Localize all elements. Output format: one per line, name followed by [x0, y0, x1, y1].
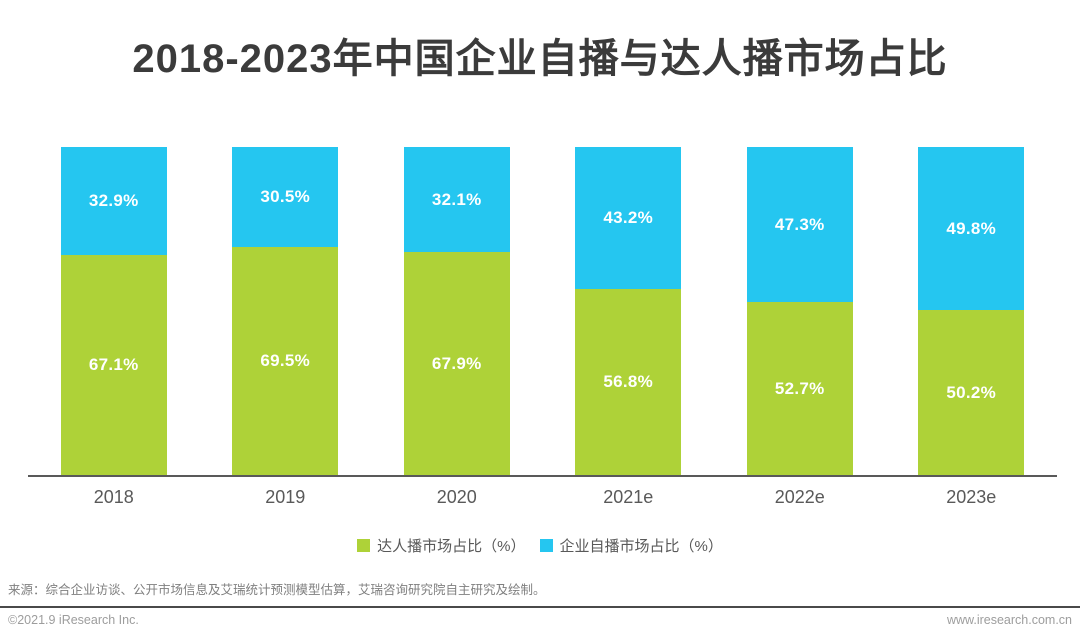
x-axis-label-2021e: 2021e: [603, 487, 654, 507]
stacked-bar-2021e: 43.2% 56.8%: [575, 147, 682, 475]
bar-slot-2021e: 43.2% 56.8%: [543, 147, 715, 475]
copyright-text: ©2021.9 iResearch Inc.: [8, 613, 139, 627]
plot-area: 32.9% 67.1% 30.5% 69.5% 32.1% 67.9% 43.2% 56.8%…: [28, 147, 1057, 477]
website-link[interactable]: www.iresearch.com.cn: [946, 613, 1072, 627]
segment-kol-2020: 67.9%: [403, 252, 510, 475]
segment-kol-2021e: 56.8%: [575, 288, 682, 475]
segment-kol-2018: 67.1%: [60, 254, 167, 475]
data-label-enterprise-2020: 32.1%: [431, 189, 482, 209]
segment-enterprise-2022e: 47.3%: [746, 147, 853, 303]
footer-divider: [0, 606, 1080, 608]
bar-slot-2023e: 49.8% 50.2%: [886, 147, 1058, 475]
x-axis-label-2022e: 2022e: [774, 487, 825, 507]
data-label-kol-2019: 69.5%: [260, 351, 311, 370]
bars-row: 32.9% 67.1% 30.5% 69.5% 32.1% 67.9% 43.2% 56.8%…: [28, 147, 1057, 475]
data-label-enterprise-2019: 30.5%: [260, 187, 311, 207]
stacked-bar-2020: 32.1% 67.9%: [403, 147, 510, 475]
legend-swatch-icon: [539, 539, 553, 552]
x-axis-label-2018: 2018: [93, 487, 134, 507]
segment-enterprise-2021e: 43.2%: [575, 147, 682, 289]
bar-slot-2022e: 47.3% 52.7%: [714, 147, 886, 475]
segment-enterprise-2020: 32.1%: [403, 147, 510, 253]
legend-label: 达人播市场占比（%）: [377, 538, 526, 555]
chart-legend: 达人播市场占比（%） 企业自播市场占比（%）: [0, 535, 1080, 556]
footer-bar: ©2021.9 iResearch Inc. www.iresearch.com…: [0, 613, 1080, 627]
data-label-enterprise-2022e: 47.3%: [774, 214, 825, 234]
chart-title: 2018-2023年中国企业自播与达人播市场占比: [132, 37, 948, 81]
data-label-enterprise-2023e: 49.8%: [946, 218, 997, 238]
data-label-kol-2022e: 52.7%: [774, 378, 825, 398]
segment-enterprise-2023e: 49.8%: [918, 147, 1025, 311]
data-label-enterprise-2018: 32.9%: [88, 190, 139, 210]
x-axis-label-2023e: 2023e: [946, 487, 997, 507]
x-axis-label-2020: 2020: [436, 487, 477, 507]
data-label-kol-2020: 67.9%: [431, 353, 482, 373]
segment-enterprise-2018: 32.9%: [60, 147, 167, 255]
legend-swatch-icon: [357, 539, 371, 552]
segment-enterprise-2019: 30.5%: [232, 147, 339, 248]
legend-item-enterprise: 企业自播市场占比（%）: [539, 535, 723, 556]
data-label-kol-2021e: 56.8%: [603, 371, 654, 391]
legend-item-kol: 达人播市场占比（%）: [357, 535, 526, 556]
segment-kol-2022e: 52.7%: [746, 302, 853, 475]
x-axis-label-2019: 2019: [265, 487, 306, 507]
stacked-bar-2019: 30.5% 69.5%: [232, 147, 339, 475]
stacked-bar-2023e: 49.8% 50.2%: [918, 147, 1025, 475]
segment-kol-2019: 69.5%: [232, 247, 339, 475]
x-axis-labels: 2018 2019 2020 2021e 2022e 2023e: [28, 487, 1057, 508]
stacked-bar-2018: 32.9% 67.1%: [60, 147, 167, 475]
segment-kol-2023e: 50.2%: [918, 310, 1025, 475]
legend-label: 企业自播市场占比（%）: [559, 538, 723, 555]
stacked-bar-2022e: 47.3% 52.7%: [746, 147, 853, 475]
bar-slot-2019: 30.5% 69.5%: [200, 147, 372, 475]
data-label-enterprise-2021e: 43.2%: [603, 207, 654, 227]
bar-slot-2018: 32.9% 67.1%: [28, 147, 200, 475]
data-label-kol-2023e: 50.2%: [946, 382, 997, 402]
data-label-kol-2018: 67.1%: [88, 354, 139, 374]
bar-slot-2020: 32.1% 67.9%: [371, 147, 543, 475]
source-note: 来源：综合企业访谈、公开市场信息及艾瑞统计预测模型估算，艾瑞咨询研究院自主研究及…: [8, 583, 546, 597]
